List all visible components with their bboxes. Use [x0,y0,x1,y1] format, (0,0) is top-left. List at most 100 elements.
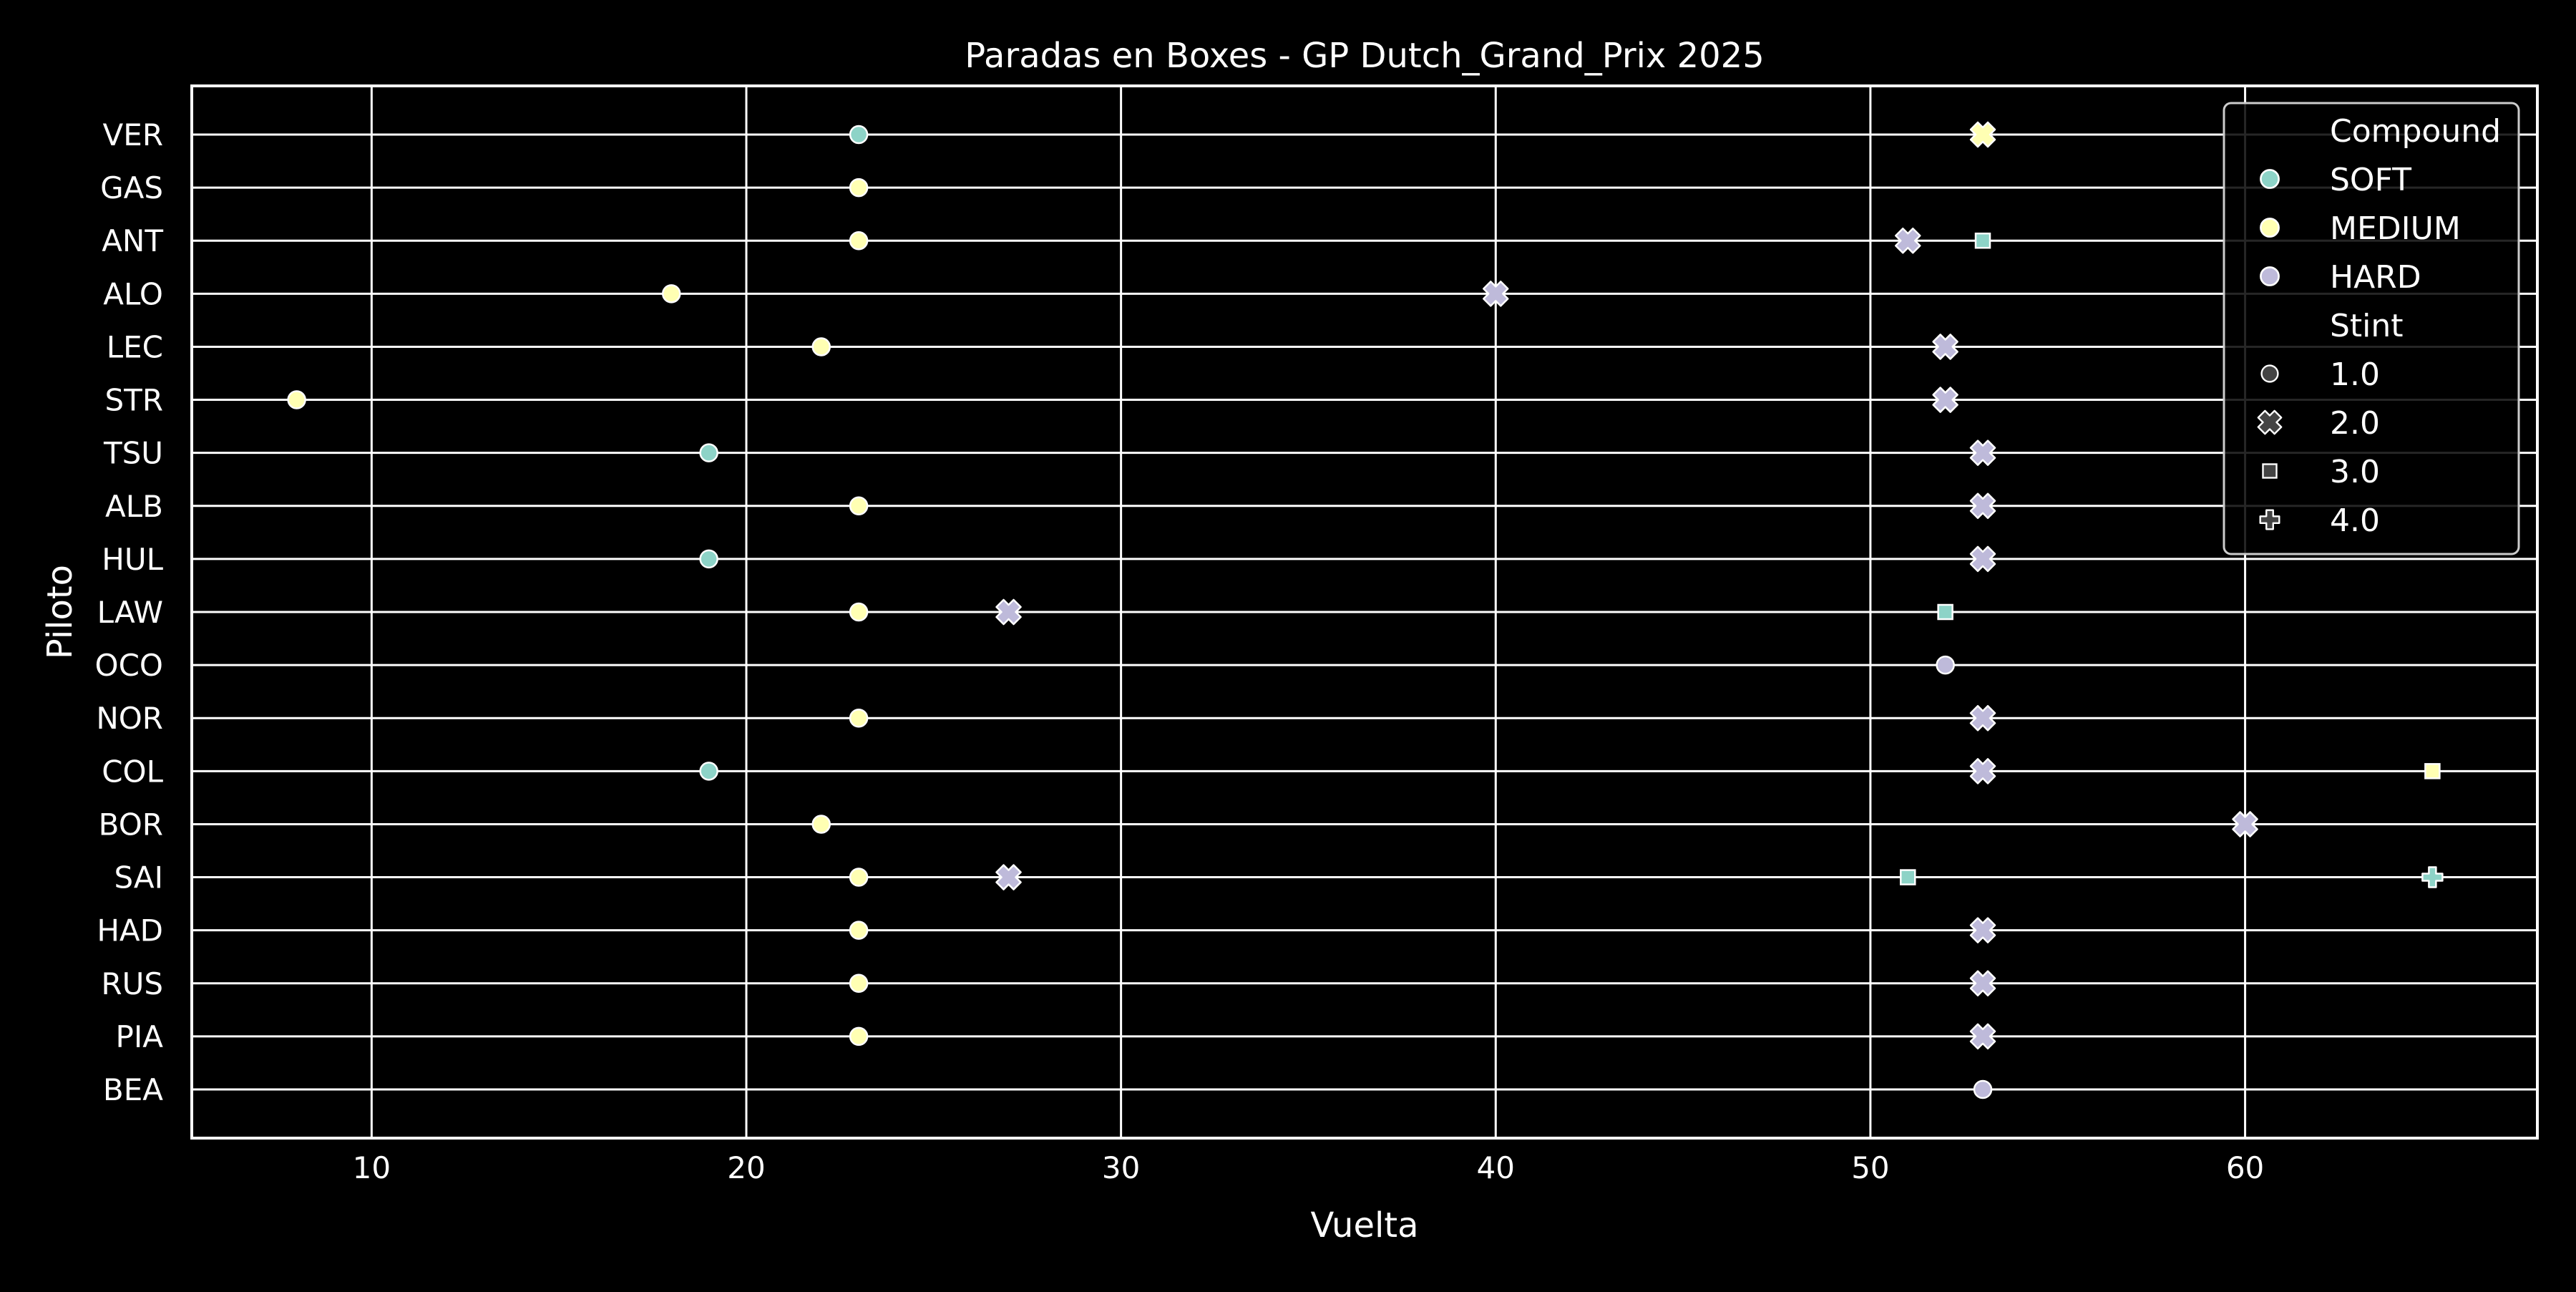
y-tick-label: RUS [101,966,163,1001]
y-tick-label: OCO [95,648,163,683]
x-tick-label: 30 [1102,1150,1140,1185]
marker-shape [1974,232,1991,249]
legend-compound-title: Compound [2330,113,2501,150]
y-tick-label: HAD [97,913,163,948]
marker-shape [849,230,869,251]
pit-stop-point [1969,917,1996,943]
marker-shape [699,443,718,462]
marker-shape [1969,545,1996,573]
marker-shape [2260,169,2280,189]
y-tick-label: COL [102,754,163,789]
pit-stop-point [811,815,831,834]
pit-stop-point [849,973,869,994]
marker-shape [1937,603,1953,621]
pit-stop-point [1483,281,1509,307]
marker-shape [1969,970,1996,997]
x-tick-label: 40 [1477,1150,1515,1185]
marker-shape [849,178,869,198]
legend-box [2223,102,2520,555]
pit-stop-point [1969,970,1996,997]
marker-shape [2260,266,2280,286]
pit-stop-point [849,230,869,251]
y-tick-label: VER [103,117,163,152]
x-tick-label: 60 [2226,1150,2264,1185]
pit-stop-point [287,390,306,409]
pit-stop-point [849,496,869,516]
legend-stint-label: 2.0 [2330,405,2380,442]
legend-compound-label: MEDIUM [2330,210,2461,247]
marker-shape [662,284,681,303]
pit-stop-point [2424,763,2441,779]
marker-shape [811,337,831,356]
marker-shape [1969,758,1996,785]
pit-stop-point [1969,545,1996,573]
marker-shape [2260,218,2280,238]
x-tick-label: 50 [1851,1150,1889,1185]
legend-stint-title: Stint [2330,308,2404,344]
points-layer [287,121,2444,1099]
pit-stop-point [1900,869,1916,885]
pit-stop-point [2232,811,2258,837]
pit-stop-point [699,762,718,781]
marker-shape [2232,811,2258,837]
marker-shape [1969,121,1996,148]
pit-stop-point [849,1026,869,1046]
y-tick-label: BEA [103,1072,163,1107]
pit-stop-point [1969,121,1996,148]
y-tick-label: HUL [102,542,163,577]
y-tick-label: LEC [107,329,163,364]
pit-stop-point [1937,603,1953,621]
pit-stop-point [995,598,1022,626]
legend-compound-label: SOFT [2330,162,2411,198]
y-tick-label: ALB [105,489,163,524]
marker-shape [2424,763,2441,779]
y-tick-labels: VER GAS ANT ALO LEC STR TSU ALB HUL LAW OCO NOR COL B… [95,117,164,1107]
marker-shape [849,496,869,516]
marker-shape [849,708,869,728]
pit-stop-point [1969,1023,1996,1050]
legend-stint-marker [2260,364,2279,383]
marker-shape [2260,364,2279,383]
pit-stop-point [1974,232,1991,249]
pit-stop-point [1969,439,1996,466]
pit-stop-point [811,337,831,356]
pit-stop-point [849,178,869,198]
legend-stint-marker [2257,409,2283,435]
marker-shape [849,921,869,940]
legend-stint-marker [2259,509,2280,530]
pit-stop-point [849,125,869,145]
marker-shape [811,815,831,834]
y-tick-label: BOR [99,807,163,842]
plot-frame [190,84,2539,1140]
marker-shape [1936,655,1955,675]
y-tick-label: STR [105,383,164,418]
y-tick-label: NOR [96,701,163,736]
pit-stop-point [1969,758,1996,785]
legend-compound-marker [2260,218,2280,238]
marker-shape [699,549,718,569]
y-tick-label: TSU [103,436,163,471]
y-axis-title: Piloto [40,565,80,659]
marker-shape [1895,227,1921,254]
pit-stop-point [662,284,681,303]
marker-shape [2257,409,2283,435]
marker-shape [699,762,718,781]
marker-shape [849,973,869,994]
marker-shape [995,598,1022,626]
pit-stop-point [849,868,869,887]
marker-shape [1969,704,1996,732]
y-tick-label: PIA [116,1019,164,1054]
pit-stop-point [1973,1079,1993,1099]
pit-stop-point [699,443,718,462]
marker-shape [1973,1079,1993,1099]
marker-shape [1969,1023,1996,1050]
pit-stop-point [1895,227,1921,254]
legend: Compound SOFT MEDIUM HARD Stint 1.0 2.0 3.0 4.0 [2223,102,2520,555]
legend-compound-label: HARD [2330,259,2421,296]
marker-shape [849,1026,869,1046]
marker-shape [1932,334,1958,360]
legend-compound-marker [2260,169,2280,189]
chart-title: Paradas en Boxes - GP Dutch_Grand_Prix 2… [965,36,1764,76]
y-tick-label: LAW [97,595,163,630]
